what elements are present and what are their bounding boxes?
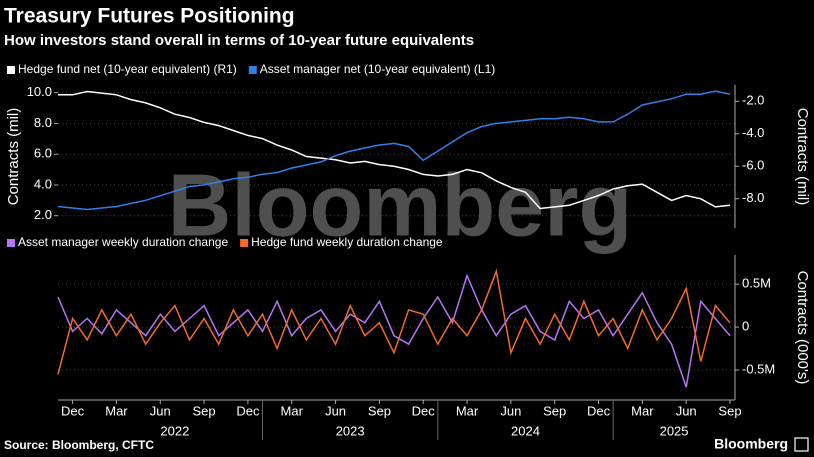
legend-label: Hedge fund weekly duration change (251, 235, 443, 249)
legend-swatch (7, 239, 15, 247)
y-axis-label: Contracts (mil) (5, 108, 22, 206)
y2-tick-label: -0.5M (742, 361, 775, 376)
series-line (57, 268, 731, 375)
y2-tick-label: -2.0 (742, 93, 764, 108)
x-tick-label: Jun (150, 403, 171, 418)
chart-title: Treasury Futures Positioning (4, 5, 295, 28)
x-tick-label: Sep (368, 403, 391, 418)
x-tick-label: Sep (718, 403, 741, 418)
y2-tick-label: -8.0 (742, 190, 764, 205)
legend-swatch (240, 239, 249, 247)
y2-tick-label: -6.0 (742, 158, 764, 173)
x-group-label: 2023 (336, 423, 365, 438)
x-tick-label: Dec (236, 403, 260, 418)
x-tick-label: Jun (325, 403, 346, 418)
legend-swatch (7, 66, 15, 74)
x-tick-label: Mar (281, 403, 304, 418)
series-line (58, 90, 731, 210)
y-tick-label: 6.0 (34, 146, 52, 161)
x-tick-label: Jun (500, 403, 521, 418)
x-tick-label: Mar (456, 403, 479, 418)
x-tick-label: Dec (61, 403, 85, 418)
y2-tick-label: -4.0 (742, 125, 764, 140)
x-tick-label: Sep (543, 403, 566, 418)
y2-tick-label: 0.5M (742, 276, 771, 291)
x-tick-label: Sep (193, 403, 216, 418)
y-tick-label: 10.0 (27, 84, 52, 99)
watermark: Bloomberg (168, 155, 632, 254)
x-tick-label: Dec (412, 403, 436, 418)
x-tick-label: Mar (105, 403, 128, 418)
y-tick-label: 2.0 (34, 207, 52, 222)
x-tick-label: Jun (676, 403, 697, 418)
x-tick-label: Mar (631, 403, 654, 418)
legend-label: Asset manager weekly duration change (18, 235, 228, 249)
x-group-label: 2025 (660, 423, 689, 438)
brand: Bloomberg (714, 436, 788, 452)
series-line (57, 90, 731, 211)
legend-swatch (248, 66, 257, 74)
y-tick-label: 4.0 (34, 176, 52, 191)
x-group-label: 2022 (160, 423, 189, 438)
x-group-label: 2024 (511, 423, 540, 438)
legend-label: Hedge fund net (10-year equivalent) (R1) (18, 62, 237, 76)
y2-axis-label: Contracts (mil) (794, 108, 811, 206)
chart-subtitle: How investors stand overall in terms of … (4, 32, 474, 49)
source: Source: Bloomberg, CFTC (4, 438, 154, 452)
y-tick-label: 8.0 (34, 115, 52, 130)
brand-icon (794, 437, 809, 452)
x-tick-label: Dec (587, 403, 611, 418)
legend-label: Asset manager net (10-year equivalent) (… (260, 62, 495, 76)
y2-tick-label: 0 (742, 319, 749, 334)
y2-axis-label: Contracts (000's) (794, 271, 811, 385)
